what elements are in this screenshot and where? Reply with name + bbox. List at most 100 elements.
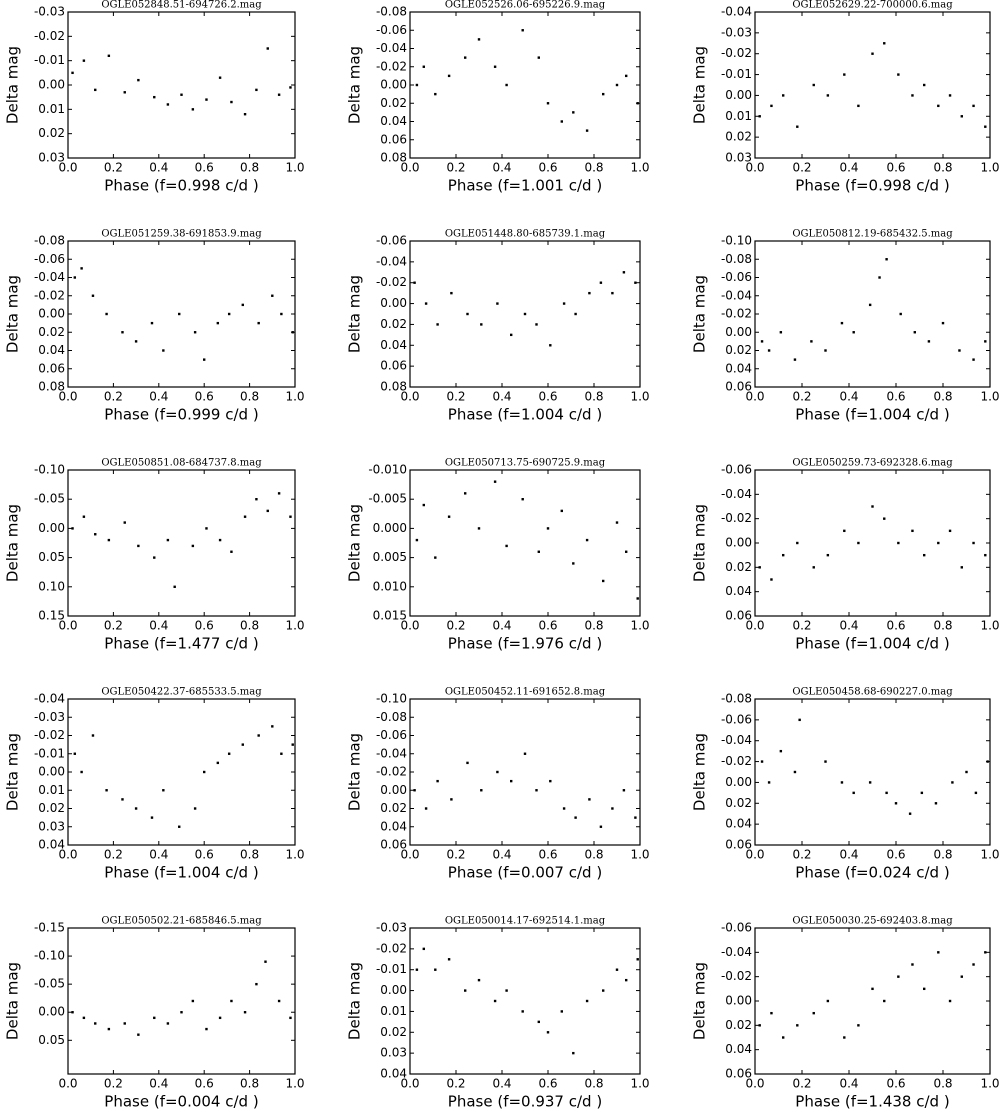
data-point bbox=[984, 553, 987, 557]
y-tick-label: 0.02 bbox=[380, 801, 407, 815]
data-point bbox=[878, 276, 881, 279]
data-point bbox=[948, 94, 952, 97]
y-tick-label: -0.04 bbox=[376, 746, 407, 760]
chart-title: OGLE052526.06-695226.9.mag bbox=[445, 0, 606, 11]
data-point bbox=[537, 550, 540, 553]
x-axis-label: Phase (f=1.004 c/d ) bbox=[795, 406, 949, 424]
data-point bbox=[257, 321, 260, 325]
x-axis-label: Phase (f=0.998 c/d ) bbox=[795, 177, 949, 195]
data-point bbox=[521, 498, 524, 501]
data-point bbox=[205, 1027, 208, 1031]
x-tick-label: 0.6 bbox=[886, 848, 905, 862]
data-point bbox=[868, 303, 872, 307]
data-point bbox=[972, 358, 975, 361]
y-tick-label: -0.08 bbox=[376, 5, 407, 19]
data-point bbox=[560, 1010, 563, 1013]
y-tick-label: -0.04 bbox=[721, 945, 752, 959]
x-tick-label: 0.4 bbox=[149, 390, 168, 404]
x-tick-label: 0.6 bbox=[538, 1077, 557, 1091]
x-tick-label: 0.4 bbox=[492, 161, 511, 175]
x-tick-label: 0.2 bbox=[104, 619, 123, 633]
y-tick-label: -0.02 bbox=[721, 46, 752, 60]
data-point bbox=[466, 761, 469, 765]
data-point bbox=[767, 781, 771, 784]
data-point bbox=[277, 93, 281, 96]
x-axis-label: Phase (f=0.998 c/d ) bbox=[104, 177, 258, 195]
y-tick-label: 0.03 bbox=[725, 151, 752, 165]
y-tick-label: 0.00 bbox=[38, 765, 65, 779]
y-tick-label: -0.10 bbox=[721, 234, 752, 248]
data-point bbox=[937, 541, 940, 545]
data-point bbox=[71, 1011, 74, 1014]
y-tick-label: -0.01 bbox=[34, 53, 65, 67]
data-point bbox=[826, 999, 830, 1003]
y-tick-label: 0.06 bbox=[725, 1067, 752, 1081]
data-point bbox=[625, 74, 628, 78]
x-tick-label: 1.0 bbox=[285, 619, 304, 633]
y-tick-label: -0.10 bbox=[34, 463, 65, 477]
data-point bbox=[505, 544, 508, 548]
y-tick-label: -0.06 bbox=[34, 252, 65, 266]
y-tick-label: 0.01 bbox=[725, 109, 752, 123]
data-point bbox=[413, 789, 416, 792]
data-point bbox=[897, 541, 900, 545]
data-point bbox=[562, 302, 566, 305]
data-point bbox=[960, 975, 963, 978]
data-point bbox=[958, 349, 961, 352]
data-point bbox=[191, 108, 195, 111]
y-tick-label: -0.02 bbox=[34, 29, 65, 43]
y-tick-label: 0.06 bbox=[380, 359, 407, 373]
y-tick-label: 0.15 bbox=[38, 609, 65, 623]
x-axis-label: Phase (f=0.007 c/d ) bbox=[448, 864, 602, 882]
x-tick-label: 0.4 bbox=[492, 848, 511, 862]
y-tick-label: -0.01 bbox=[34, 746, 65, 760]
x-axis-label: Phase (f=1.004 c/d ) bbox=[795, 635, 949, 653]
data-point bbox=[434, 556, 437, 559]
y-tick-label: -0.02 bbox=[376, 275, 407, 289]
chart-title: OGLE051448.80-685739.1.mag bbox=[445, 229, 606, 240]
data-point bbox=[91, 294, 95, 297]
data-point bbox=[291, 743, 294, 746]
y-tick-label: 0.00 bbox=[38, 78, 65, 92]
x-tick-label: 0.2 bbox=[446, 390, 465, 404]
data-point bbox=[885, 258, 888, 261]
data-point bbox=[871, 52, 874, 55]
y-tick-label: -0.03 bbox=[721, 25, 752, 39]
data-point bbox=[280, 312, 283, 316]
data-point bbox=[493, 999, 497, 1003]
data-point bbox=[162, 349, 165, 352]
y-tick-label: -0.06 bbox=[721, 463, 752, 477]
data-point bbox=[843, 529, 846, 533]
y-tick-label: -0.08 bbox=[721, 252, 752, 266]
data-point bbox=[782, 94, 785, 97]
data-point bbox=[562, 807, 566, 810]
data-point bbox=[602, 92, 605, 96]
data-point bbox=[923, 553, 926, 557]
data-point bbox=[636, 958, 639, 961]
data-point bbox=[810, 340, 813, 343]
y-tick-label: -0.04 bbox=[34, 692, 65, 706]
data-point bbox=[852, 791, 855, 795]
data-point bbox=[153, 556, 156, 559]
data-point bbox=[107, 54, 111, 57]
y-tick-label: 0.00 bbox=[725, 536, 752, 550]
data-point bbox=[289, 86, 292, 89]
chart-title: OGLE052848.51-694726.2.mag bbox=[101, 0, 262, 11]
data-point bbox=[796, 1024, 799, 1027]
y-tick-label: -0.06 bbox=[376, 23, 407, 37]
data-point bbox=[868, 781, 872, 784]
y-tick-label: 0.02 bbox=[38, 801, 65, 815]
x-tick-label: 0.2 bbox=[792, 161, 811, 175]
plot-frame bbox=[67, 240, 296, 388]
data-point bbox=[264, 960, 267, 963]
data-point bbox=[634, 816, 637, 819]
data-point bbox=[73, 752, 77, 755]
chart-title: OGLE050812.19-685432.5.mag bbox=[792, 229, 953, 240]
data-point bbox=[972, 963, 975, 966]
x-tick-label: 0.0 bbox=[745, 619, 764, 633]
data-point bbox=[289, 1016, 292, 1020]
data-point bbox=[523, 312, 527, 316]
data-point bbox=[424, 302, 428, 305]
x-tick-label: 1.0 bbox=[285, 1077, 304, 1091]
data-point bbox=[422, 503, 425, 507]
